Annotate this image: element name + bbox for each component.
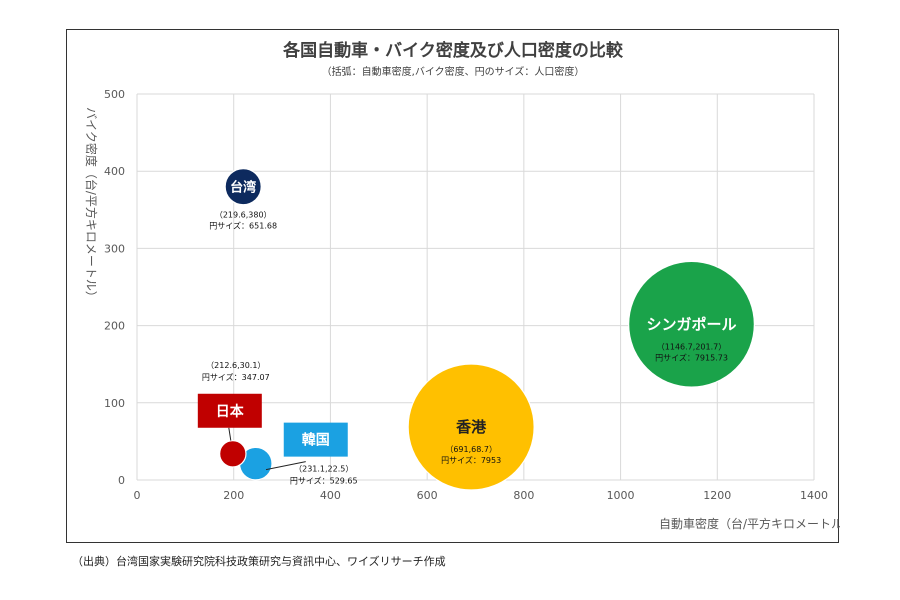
x-tick-label: 400 [320,489,341,502]
bubble-name-label: 台湾 [230,180,256,196]
y-tick-label: 500 [104,88,125,101]
y-tick-label: 0 [118,474,125,487]
x-tick-label: 1400 [800,489,828,502]
callout-box [283,422,348,457]
bubble-chart: 各国自動車・バイク密度及び人口密度の比較 （括弧：自動車密度,バイク密度、円のサ… [84,40,840,531]
data-coord-label: （1146.7,201.7） [657,342,726,351]
bubble-point [219,440,247,468]
bubble-name-label: 日本 [216,403,245,420]
bubble-name-label: シンガポール [647,315,737,333]
data-coord-label: （212.6,30.1） [206,361,265,370]
leader-line [228,427,232,441]
y-axis-label: バイク密度（台/平方キロメートル） [84,107,99,303]
chart-title: 各国自動車・バイク密度及び人口密度の比較 [282,40,624,61]
source-note: （出典）台湾国家実験研究院科技政策研究与資訊中心、ワイズリサーチ作成 [72,555,446,568]
bubble-point [224,168,262,206]
data-coord-label: （231.1,22.5） [294,465,353,474]
data-size-label: 円サイズ：7953 [441,455,501,465]
chart-frame: 各国自動車・バイク密度及び人口密度の比較 （括弧：自動車密度,バイク密度、円のサ… [66,29,840,543]
x-tick-label: 200 [223,489,244,502]
data-coord-label: （219.6,380） [215,211,272,220]
x-axis-label: 自動車密度（台/平方キロメートル） [659,516,840,531]
bubble-point [407,363,535,491]
x-tick-label: 1200 [703,489,731,502]
data-coord-label: （691,68.7） [445,445,497,454]
data-size-label: 円サイズ：651.68 [209,221,277,231]
leader-line [265,461,306,471]
chart-subtitle: （括弧：自動車密度,バイク密度、円のサイズ：人口密度） [322,65,585,78]
data-size-label: 円サイズ：529.65 [290,476,358,486]
x-tick-label: 0 [134,489,141,502]
bubble-name-label: 韓国 [302,432,330,449]
x-tick-label: 600 [417,489,438,502]
x-tick-label: 800 [513,489,534,502]
y-tick-label: 300 [104,242,125,255]
y-tick-label: 100 [104,397,125,410]
data-size-label: 円サイズ：347.07 [202,372,270,382]
x-tick-label: 1000 [607,489,635,502]
data-size-label: 円サイズ：7915.73 [655,352,728,362]
callout-box [197,393,262,428]
y-tick-label: 400 [104,165,125,178]
bubble-point [628,260,755,388]
y-tick-label: 200 [104,320,125,333]
bubble-name-label: 香港 [456,418,487,436]
